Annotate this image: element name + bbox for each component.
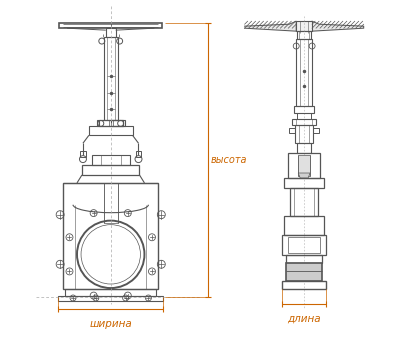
Bar: [296, 119, 312, 125]
Bar: [284, 216, 324, 236]
Bar: [99, 120, 123, 126]
Bar: [288, 237, 320, 253]
Bar: [97, 120, 125, 126]
Bar: [80, 151, 86, 157]
Bar: [58, 296, 163, 301]
Bar: [297, 31, 311, 39]
Bar: [286, 255, 322, 263]
Polygon shape: [312, 21, 364, 31]
Bar: [294, 106, 314, 113]
Bar: [92, 155, 130, 165]
Bar: [296, 21, 312, 31]
Bar: [82, 165, 140, 175]
Bar: [282, 236, 326, 255]
Polygon shape: [298, 173, 310, 178]
Bar: [136, 151, 142, 157]
Bar: [296, 39, 312, 106]
Bar: [111, 120, 123, 126]
Text: ширина: ширина: [89, 319, 132, 329]
Bar: [104, 37, 118, 120]
Bar: [63, 183, 158, 289]
Bar: [298, 155, 310, 176]
Bar: [109, 120, 113, 126]
Bar: [89, 126, 132, 135]
Bar: [286, 263, 322, 281]
Polygon shape: [245, 21, 296, 31]
Bar: [292, 119, 316, 125]
Bar: [282, 281, 326, 289]
Bar: [290, 188, 318, 216]
Bar: [289, 128, 295, 133]
Bar: [284, 178, 324, 188]
Bar: [59, 23, 162, 28]
Bar: [295, 125, 313, 143]
Bar: [65, 289, 156, 296]
Bar: [297, 113, 311, 119]
Bar: [106, 28, 116, 37]
Bar: [313, 128, 319, 133]
Bar: [288, 153, 320, 178]
Text: высота: высота: [211, 155, 248, 165]
Bar: [297, 143, 311, 153]
Bar: [104, 183, 118, 222]
Bar: [299, 31, 309, 39]
Text: длина: длина: [287, 314, 321, 324]
